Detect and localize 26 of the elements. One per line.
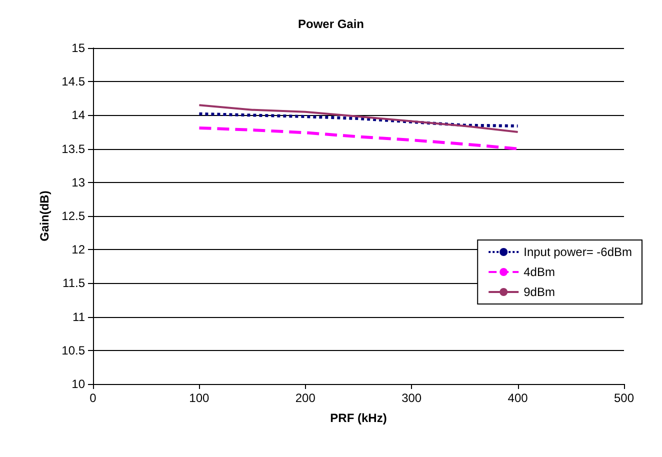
y-tick-label: 11.5 (62, 276, 86, 290)
x-axis-title: PRF (kHz) (330, 411, 387, 425)
x-tick-label: 300 (402, 391, 422, 405)
line-series (198, 104, 519, 133)
y-tick-label: 12 (72, 242, 86, 257)
y-tick-label: 13 (72, 175, 86, 190)
legend-label: 9dBm (524, 285, 555, 299)
line-series (198, 112, 520, 128)
x-tick-label: 400 (508, 391, 528, 405)
x-tick-label: 500 (614, 391, 634, 405)
legend-label: Input power= -6dBm (524, 245, 632, 259)
chart-title: Power Gain (298, 17, 364, 31)
y-tick-label: 13.5 (62, 142, 86, 156)
y-tick-label: 10 (72, 377, 86, 391)
y-tick-label: 14.5 (62, 74, 86, 89)
y-tick-label: 15 (72, 41, 86, 55)
x-tick-label: 200 (295, 391, 316, 405)
y-tick-label: 10.5 (62, 343, 86, 358)
y-tick-label: 11 (72, 310, 86, 324)
y-axis-title: Gain(dB) (38, 190, 52, 242)
y-tick-label: 14 (72, 108, 86, 122)
x-tick-label: 0 (90, 391, 97, 405)
line-series (198, 126, 520, 150)
legend-label: 4dBm (524, 265, 555, 279)
x-tick-label: 100 (189, 391, 210, 405)
y-tick-label: 12.5 (62, 209, 86, 223)
